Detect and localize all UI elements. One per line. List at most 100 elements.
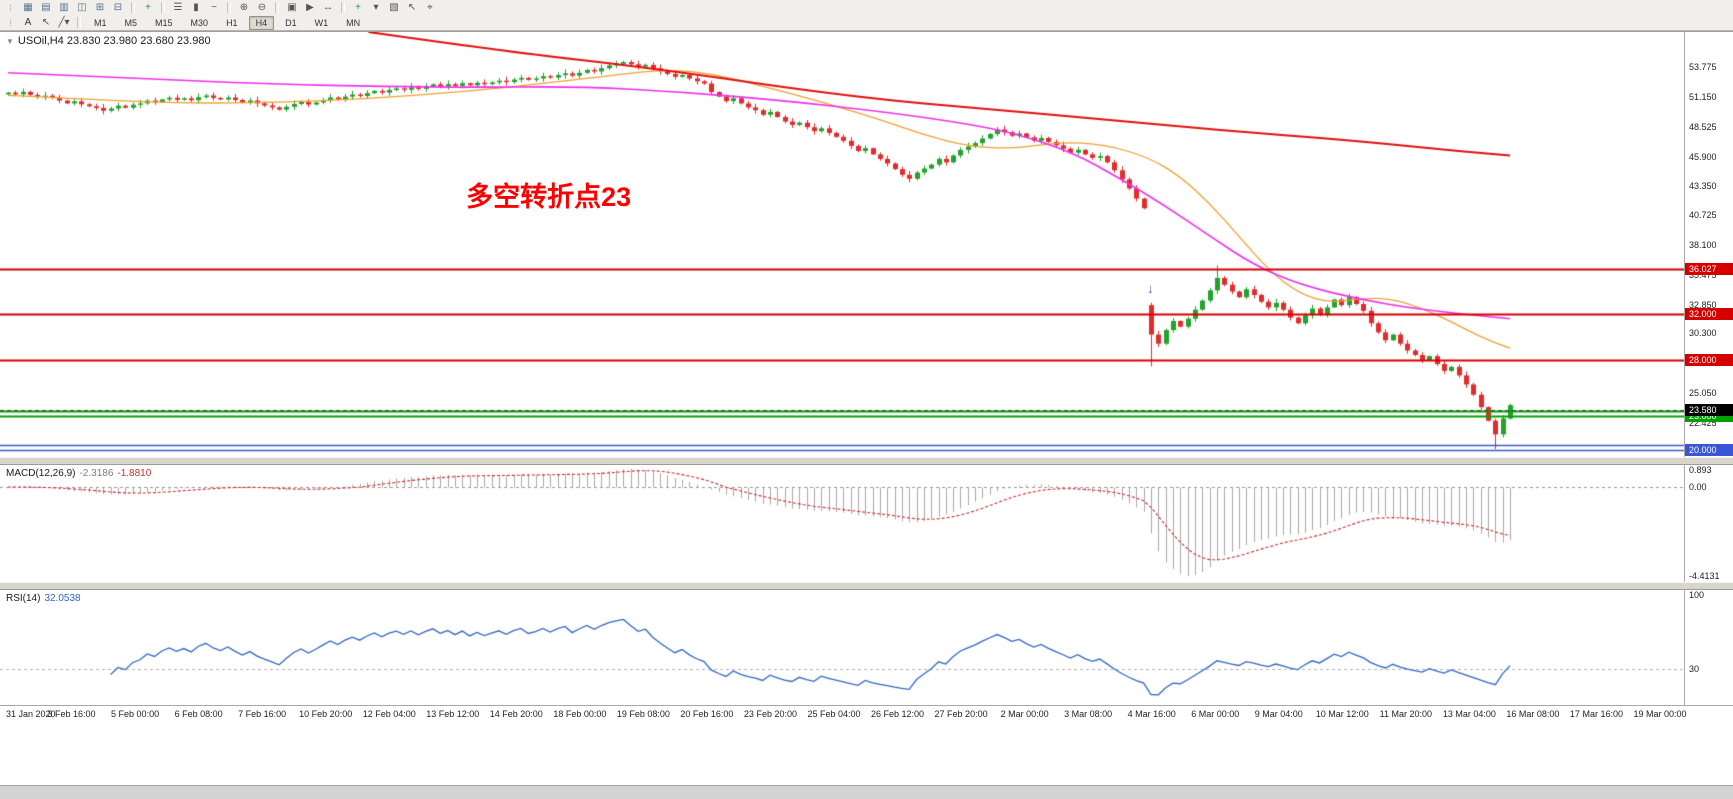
cursor-icon[interactable]: ↖	[407, 1, 417, 13]
price-scale-label: 38.100	[1689, 240, 1717, 251]
time-axis-label: 19 Mar 00:00	[1633, 709, 1687, 719]
chart-line-icon[interactable]: ~	[211, 1, 217, 13]
timeframe-d1-button[interactable]: D1	[285, 17, 297, 28]
new-chart-icon[interactable]: ▦	[23, 1, 33, 13]
chart-shift-icon[interactable]: ↔	[323, 1, 333, 13]
time-axis-label: 10 Feb 20:00	[299, 709, 353, 719]
crosshair-icon[interactable]: ⌖	[427, 1, 433, 13]
rsi-scale[interactable]: 100 30	[1684, 590, 1733, 705]
price-badge: 28.000	[1685, 353, 1733, 366]
time-axis-label: 6 Mar 00:00	[1191, 709, 1240, 719]
time-axis-label: 11 Mar 20:00	[1379, 709, 1433, 719]
toolbar-drag-handle[interactable]: ⁞	[9, 17, 12, 28]
timeframe-mn-button[interactable]: MN	[346, 17, 361, 28]
rsi-label: RSI(14)	[6, 593, 41, 604]
price-scale-label: 25.050	[1689, 387, 1717, 398]
price-chart-canvas[interactable]	[0, 32, 1684, 457]
chart-bars-icon[interactable]: ☰	[173, 1, 183, 13]
chart-text-annotation[interactable]: 多空转折点23	[466, 181, 632, 212]
one-click-collapse-icon[interactable]: ▼	[6, 37, 14, 46]
time-axis-label: 27 Feb 20:00	[934, 709, 988, 719]
time-axis-label: 10 Mar 12:00	[1315, 709, 1369, 719]
market-watch-icon[interactable]: ▥	[59, 1, 69, 13]
timeframe-m15-button[interactable]: M15	[155, 17, 173, 28]
time-axis[interactable]: 31 Jan 2020 3 Feb 16:00 5 Feb 00:00 6 Feb 0…	[0, 705, 1733, 723]
time-axis-label: 31 Jan 2020	[6, 709, 56, 719]
time-axis-label: 4 Mar 16:00	[1127, 709, 1176, 719]
time-axis-label: 23 Feb 20:00	[743, 709, 797, 719]
timeframe-w1-button[interactable]: W1	[314, 17, 329, 28]
price-scale-label: 45.900	[1689, 151, 1717, 162]
time-axis-label: 25 Feb 04:00	[807, 709, 861, 719]
main-chart-pane: ▼ USOil,H4 23.830 23.980 23.680 23.980 多空…	[0, 32, 1733, 457]
pane-splitter[interactable]	[0, 582, 1733, 590]
periods-dropdown-icon[interactable]: ▾	[373, 1, 379, 13]
timeframe-m30-button[interactable]: M30	[190, 17, 209, 28]
time-axis-label: 13 Feb 12:00	[426, 709, 480, 719]
price-badge: 23.580	[1685, 403, 1733, 416]
zoom-in-icon[interactable]: ⊕	[239, 1, 249, 13]
price-badge: 20.000	[1685, 444, 1733, 457]
toolbar-separator	[341, 2, 345, 13]
toolbar-separator	[161, 2, 165, 13]
price-badge: 32.000	[1685, 308, 1733, 321]
time-axis-label: 20 Feb 16:00	[680, 709, 734, 719]
chart-candles-icon[interactable]: ▮	[193, 1, 199, 13]
templates-icon[interactable]: ▧	[389, 1, 399, 13]
timeframe-m1-button[interactable]: M1	[94, 17, 107, 28]
time-axis-label: 19 Feb 08:00	[616, 709, 670, 719]
toolbar: ⁞ ▦ ▤ ▥ ◫ ⊞ ⊟ + ☰ ▮ ~ ⊕ ⊖ ▣ ▶ ↔ + ▾ ▧ ↖ ⌖ ⁞ A ↖ ╱▾ M1 M5 M15 M30 H1 H…	[0, 0, 1733, 31]
timeframe-h4-button[interactable]: H4	[248, 15, 275, 30]
macd-main-value: -2.3186	[79, 468, 114, 479]
toolbar-separator	[227, 2, 231, 13]
chart-title: ▼ USOil,H4 23.830 23.980 23.680 23.980	[6, 35, 211, 47]
text-annotation-button[interactable]: A	[24, 16, 32, 28]
macd-scale[interactable]: 0.893 0.00 -4.4131	[1684, 465, 1733, 582]
symbol-ohlc-label: USOil,H4 23.830 23.980 23.680 23.980	[17, 35, 211, 47]
price-scale-label: 43.350	[1689, 180, 1717, 191]
timeframe-m5-button[interactable]: M5	[124, 17, 138, 28]
sell-arrow-marker: ↓	[1146, 281, 1154, 297]
indicators-icon[interactable]: +	[355, 1, 361, 13]
time-axis-label: 5 Feb 00:00	[111, 709, 160, 719]
chart-profiles-icon[interactable]: ▤	[41, 1, 51, 13]
price-scale-label: 30.300	[1689, 328, 1717, 339]
price-scale[interactable]: 53.775 51.150 48.525 45.900 43.350 40.725 38.1…	[1684, 32, 1733, 457]
time-axis-label: 18 Feb 00:00	[553, 709, 607, 719]
line-tools-icon[interactable]: ╱▾	[58, 16, 70, 28]
rsi-scale-label: 100	[1689, 590, 1705, 600]
price-scale-label: 40.725	[1689, 210, 1717, 221]
price-scale-label: 53.775	[1689, 62, 1717, 73]
time-axis-label: 13 Mar 04:00	[1442, 709, 1496, 719]
macd-signal-value: -1.8810	[117, 468, 152, 479]
terminal-icon[interactable]: ⊟	[113, 1, 123, 13]
timeframe-h1-button[interactable]: H1	[226, 17, 238, 28]
time-axis-label: 26 Feb 12:00	[871, 709, 925, 719]
macd-scale-label: 0.00	[1689, 482, 1707, 492]
auto-scroll-icon[interactable]: ▶	[306, 1, 314, 13]
toolbar-drag-handle[interactable]: ⁞	[9, 2, 12, 13]
new-order-icon[interactable]: +	[145, 1, 151, 13]
arrow-tools-icon[interactable]: ↖	[41, 16, 51, 28]
macd-canvas[interactable]	[0, 465, 1684, 582]
data-window-icon[interactable]: ◫	[77, 1, 87, 13]
chart-window: ▼ USOil,H4 23.830 23.980 23.680 23.980 多空…	[0, 31, 1733, 723]
time-axis-label: 14 Feb 20:00	[489, 709, 543, 719]
pane-splitter[interactable]	[0, 457, 1733, 465]
toolbar-separator	[131, 2, 135, 13]
time-axis-label: 3 Mar 08:00	[1064, 709, 1113, 719]
time-axis-label: 9 Mar 04:00	[1254, 709, 1303, 719]
time-axis-label: 2 Mar 00:00	[1000, 709, 1049, 719]
rsi-header: RSI(14) 32.0538	[6, 593, 81, 604]
rsi-canvas[interactable]	[0, 590, 1684, 705]
navigator-icon[interactable]: ⊞	[95, 1, 105, 13]
price-scale-label: 22.425	[1689, 417, 1717, 428]
zoom-out-icon[interactable]: ⊖	[257, 1, 267, 13]
macd-label: MACD(12,26,9)	[6, 468, 76, 479]
tile-windows-icon[interactable]: ▣	[287, 1, 297, 13]
time-axis-label: 6 Feb 08:00	[174, 709, 223, 719]
price-scale-label: 35.475	[1689, 269, 1717, 280]
status-bar	[0, 785, 1733, 799]
rsi-scale-label: 30	[1689, 663, 1700, 674]
